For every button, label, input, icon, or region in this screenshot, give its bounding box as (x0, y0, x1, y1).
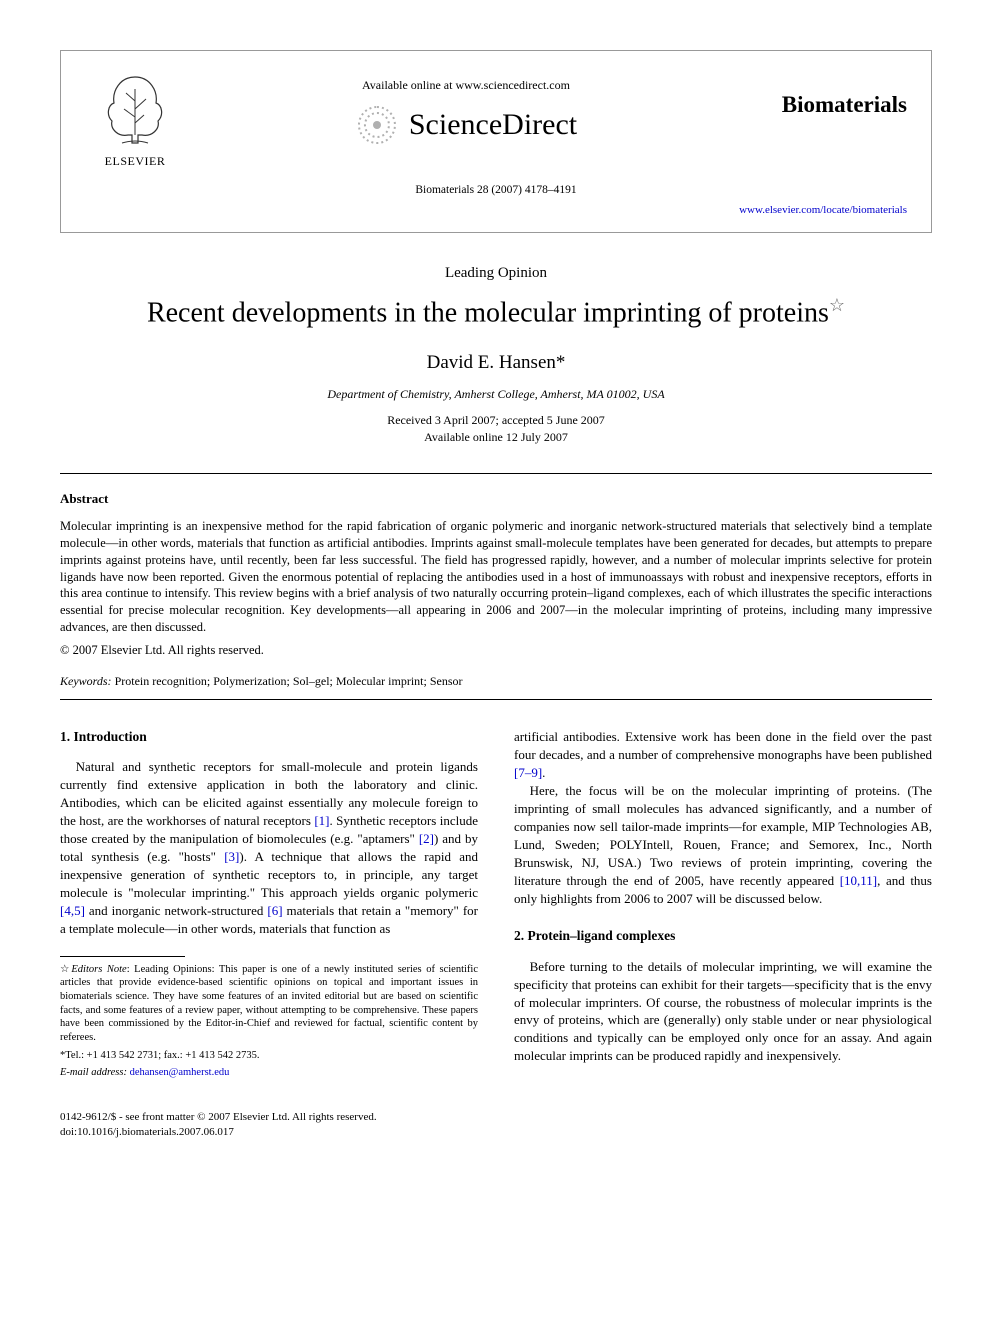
abstract-copyright: © 2007 Elsevier Ltd. All rights reserved… (60, 642, 932, 659)
sd-logo-row: ScienceDirect (205, 103, 727, 147)
keywords-text: Protein recognition; Polymerization; Sol… (115, 674, 463, 688)
title-footnote-star-icon: ☆ (829, 295, 845, 315)
received-accepted-line: Received 3 April 2007; accepted 5 June 2… (60, 412, 932, 429)
article-dates: Received 3 April 2007; accepted 5 June 2… (60, 412, 932, 446)
front-matter-line: 0142-9612/$ - see front matter © 2007 El… (60, 1110, 377, 1125)
publisher-logo-block: ELSEVIER (85, 69, 185, 169)
sciencedirect-logotype: ScienceDirect (409, 105, 577, 146)
header-top-row: ELSEVIER Available online at www.science… (85, 69, 907, 169)
section-gap (514, 907, 932, 927)
footer-left: 0142-9612/$ - see front matter © 2007 El… (60, 1110, 377, 1140)
editors-note-label: Editors Note (71, 964, 126, 975)
keywords-line: Keywords: Protein recognition; Polymeriz… (60, 673, 932, 689)
author-affiliation: Department of Chemistry, Amherst College… (60, 386, 932, 402)
journal-header: ELSEVIER Available online at www.science… (60, 50, 932, 233)
citation: Biomaterials 28 (2007) 4178–4191 (85, 183, 907, 199)
sciencedirect-swirl-icon (355, 103, 399, 147)
author-text: David E. Hansen (427, 352, 556, 373)
right-column: artificial antibodies. Extensive work ha… (514, 728, 932, 1084)
t8: . (542, 765, 545, 780)
publisher-name: ELSEVIER (105, 153, 166, 169)
ref-7-9[interactable]: [7–9] (514, 765, 542, 780)
author-name: David E. Hansen* (60, 350, 932, 376)
t7: artificial antibodies. Extensive work ha… (514, 729, 932, 762)
abstract-text: Molecular imprinting is an inexpensive m… (60, 518, 932, 636)
section-2-para-1: Before turning to the details of molecul… (514, 958, 932, 1066)
email-link[interactable]: dehansen@amherst.edu (130, 1067, 230, 1078)
editors-note-footnote: ☆Editors Note: Leading Opinions: This pa… (60, 963, 478, 1045)
ref-10-11[interactable]: [10,11] (840, 873, 877, 888)
t5: and inorganic network-structured (85, 903, 267, 918)
left-column: 1. Introduction Natural and synthetic re… (60, 728, 478, 1084)
journal-url[interactable]: www.elsevier.com/locate/biomaterials (85, 203, 907, 218)
abstract-top-rule (60, 473, 932, 474)
ref-2[interactable]: [2] (419, 831, 434, 846)
available-online-text: Available online at www.sciencedirect.co… (205, 77, 727, 93)
ref-6[interactable]: [6] (267, 903, 282, 918)
doi-line: doi:10.1016/j.biomaterials.2007.06.017 (60, 1125, 377, 1140)
body-columns: 1. Introduction Natural and synthetic re… (60, 728, 932, 1084)
footnote-rule (60, 956, 185, 957)
ref-4-5[interactable]: [4,5] (60, 903, 85, 918)
article-type: Leading Opinion (60, 263, 932, 283)
section-1-heading: 1. Introduction (60, 728, 478, 746)
email-footnote: E-mail address: dehansen@amherst.edu (60, 1066, 478, 1080)
abstract-heading: Abstract (60, 490, 932, 508)
intro-para-2: Here, the focus will be on the molecular… (514, 782, 932, 908)
page-footer: 0142-9612/$ - see front matter © 2007 El… (60, 1110, 932, 1140)
sciencedirect-block: Available online at www.sciencedirect.co… (205, 69, 727, 147)
tel-text: Tel.: +1 413 542 2731; fax.: +1 413 542 … (65, 1050, 259, 1061)
tel-footnote: *Tel.: +1 413 542 2731; fax.: +1 413 542… (60, 1049, 478, 1063)
journal-name: Biomaterials (747, 69, 907, 120)
section-2-heading: 2. Protein–ligand complexes (514, 927, 932, 945)
title-text: Recent developments in the molecular imp… (147, 297, 829, 328)
ref-3[interactable]: [3] (224, 849, 239, 864)
corresponding-asterisk-icon: * (556, 352, 566, 373)
elsevier-tree-icon (100, 69, 170, 149)
available-online-line: Available online 12 July 2007 (60, 429, 932, 446)
article-title: Recent developments in the molecular imp… (60, 293, 932, 332)
abstract-bottom-rule (60, 699, 932, 700)
keywords-label: Keywords: (60, 674, 112, 688)
email-label: E-mail address: (60, 1067, 127, 1078)
intro-para-1-left: Natural and synthetic receptors for smal… (60, 758, 478, 937)
ref-1[interactable]: [1] (314, 813, 329, 828)
editors-note-text: : Leading Opinions: This paper is one of… (60, 964, 478, 1043)
star-marker-icon: ☆ (60, 964, 71, 975)
intro-para-1-right: artificial antibodies. Extensive work ha… (514, 728, 932, 782)
